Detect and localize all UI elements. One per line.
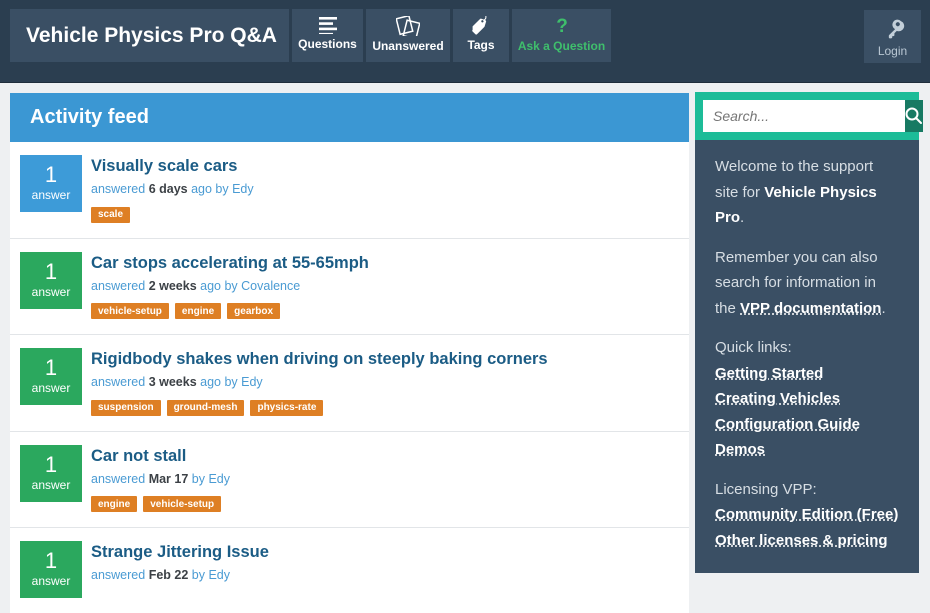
svg-text:?: ? bbox=[556, 16, 568, 36]
